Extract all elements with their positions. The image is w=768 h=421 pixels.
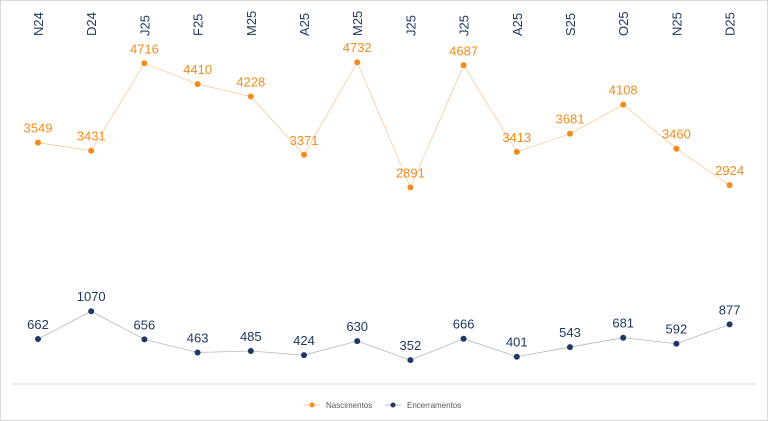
data-label: 4108 — [609, 83, 638, 98]
data-point — [35, 139, 41, 146]
data-label: 2924 — [715, 163, 744, 178]
legend-marker — [390, 402, 396, 408]
data-point — [141, 336, 148, 343]
data-point — [620, 334, 627, 341]
series-line-nascimentos — [37, 61, 730, 189]
x-tick-label: J25 — [403, 15, 418, 36]
data-point — [194, 349, 201, 356]
data-label: 4228 — [236, 74, 265, 89]
data-label: 4732 — [343, 40, 372, 55]
x-tick-label: D24 — [84, 12, 99, 36]
data-point — [354, 338, 361, 345]
legend-label: Nascimentos — [326, 401, 372, 410]
data-point — [460, 335, 467, 342]
data-label: 1070 — [77, 289, 106, 304]
x-tick-label: M25 — [244, 11, 259, 36]
data-label: 4716 — [130, 41, 159, 56]
x-tick-label: S25 — [563, 13, 578, 36]
x-tick-label: N25 — [669, 12, 684, 36]
data-point — [460, 62, 467, 69]
x-tick-label: D25 — [723, 12, 738, 36]
data-point — [247, 93, 254, 100]
data-point — [513, 353, 520, 360]
data-point — [407, 357, 414, 364]
x-tick-label: A25 — [297, 13, 312, 36]
data-label: 485 — [240, 329, 262, 344]
data-point — [726, 182, 733, 189]
data-label: 592 — [666, 322, 688, 337]
data-label: 401 — [506, 335, 528, 350]
data-label: 662 — [27, 317, 49, 332]
data-point — [88, 147, 95, 154]
x-tick-label: J25 — [137, 15, 152, 36]
data-label: 656 — [134, 317, 156, 332]
data-point — [35, 335, 41, 342]
x-tick-label: F25 — [191, 14, 206, 36]
legend-marker — [309, 402, 315, 408]
data-label: 3460 — [662, 127, 691, 142]
series-line-encerramentos — [37, 310, 730, 361]
data-label: 3371 — [290, 133, 319, 148]
x-tick-label: O25 — [616, 11, 631, 36]
data-label: 424 — [293, 333, 315, 348]
data-label: 3681 — [556, 112, 585, 127]
data-point — [407, 184, 414, 191]
data-label: 3431 — [77, 129, 106, 144]
data-point — [247, 348, 254, 355]
x-tick-label: J25 — [457, 15, 472, 36]
data-label: 630 — [346, 319, 368, 334]
data-label: 3549 — [24, 121, 53, 136]
x-tick-label: A25 — [510, 13, 525, 36]
data-point — [354, 59, 361, 66]
data-label: 463 — [187, 331, 209, 346]
data-point — [567, 130, 573, 137]
data-point — [673, 340, 680, 347]
data-label: 2891 — [396, 165, 425, 180]
data-label: 4687 — [449, 43, 478, 58]
data-point — [567, 344, 573, 351]
data-label: 3413 — [502, 130, 531, 145]
data-point — [620, 101, 627, 108]
data-point — [726, 321, 733, 328]
data-point — [194, 81, 201, 88]
data-point — [141, 60, 148, 67]
data-label: 543 — [559, 325, 581, 340]
data-label: 681 — [612, 316, 634, 331]
data-point — [301, 352, 307, 359]
data-point — [673, 145, 680, 152]
data-point — [301, 151, 307, 158]
legend-label: Encerramentos — [407, 401, 461, 410]
data-point — [513, 148, 520, 155]
x-tick-label: M25 — [350, 11, 365, 36]
data-label: 352 — [400, 338, 422, 353]
data-label: 877 — [719, 302, 741, 317]
data-point — [88, 308, 95, 315]
x-tick-label: N24 — [31, 12, 46, 36]
data-label: 666 — [453, 317, 475, 332]
data-label: 4410 — [183, 62, 212, 77]
